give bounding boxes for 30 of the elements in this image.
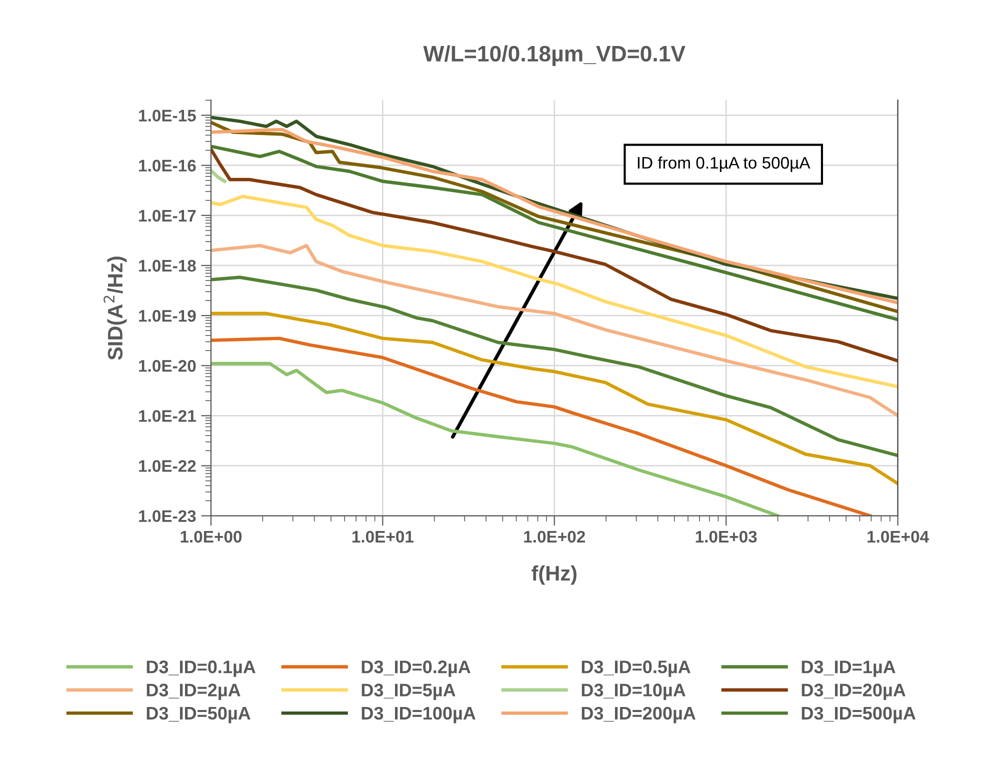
x-tick-label: 1.0E+04 bbox=[868, 530, 929, 543]
legend-label: D3_ID=2µA bbox=[146, 684, 240, 700]
legend-label: D3_ID=5µA bbox=[362, 684, 456, 700]
legend-label: D3_ID=100µA bbox=[362, 706, 476, 724]
x-tick-label: 1.0E+02 bbox=[524, 530, 585, 543]
x-axis-title: f(Hz) bbox=[532, 565, 576, 585]
y-tick-label: 1.0E-18 bbox=[139, 260, 196, 272]
y-tick-label: 1.0E-22 bbox=[139, 460, 196, 472]
legend-label: D3_ID=10µA bbox=[582, 684, 686, 700]
y-axis-title: SID(A$^{2}$/Hz) bbox=[104, 256, 127, 360]
y-tick-label: 1.0E-17 bbox=[139, 210, 196, 222]
legend-label: D3_ID=50µA bbox=[146, 706, 250, 724]
legend-label: D3_ID=200µA bbox=[582, 706, 696, 724]
y-tick-label: 1.0E-19 bbox=[139, 310, 196, 322]
legend-label: D3_ID=0.2µA bbox=[362, 660, 470, 677]
x-tick-label: 1.0E+03 bbox=[696, 530, 757, 543]
legend-label: D3_ID=20µA bbox=[802, 684, 906, 700]
annotation: ID from 0.1µA to 500µA bbox=[638, 156, 810, 172]
legend-label: D3_ID=0.5µA bbox=[582, 660, 690, 677]
y-tick-label: 1.0E-21 bbox=[139, 410, 196, 422]
x-tick-label: 1.0E+00 bbox=[180, 530, 242, 543]
legend-label: D3_ID=0.1µA bbox=[146, 660, 256, 677]
x-tick-label: 1.0E+01 bbox=[352, 530, 414, 543]
chart-title: W/L=10/0.18µm_VD=0.1V bbox=[423, 45, 686, 66]
y-tick-label: 1.0E-16 bbox=[139, 160, 196, 172]
legend-label: D3_ID=1µA bbox=[802, 660, 896, 677]
y-tick-label: 1.0E-23 bbox=[139, 510, 196, 522]
legend-label: D3_ID=500µA bbox=[802, 706, 916, 724]
y-tick-label: 1.0E-20 bbox=[139, 360, 196, 372]
y-tick-label: 1.0E-15 bbox=[139, 110, 196, 122]
